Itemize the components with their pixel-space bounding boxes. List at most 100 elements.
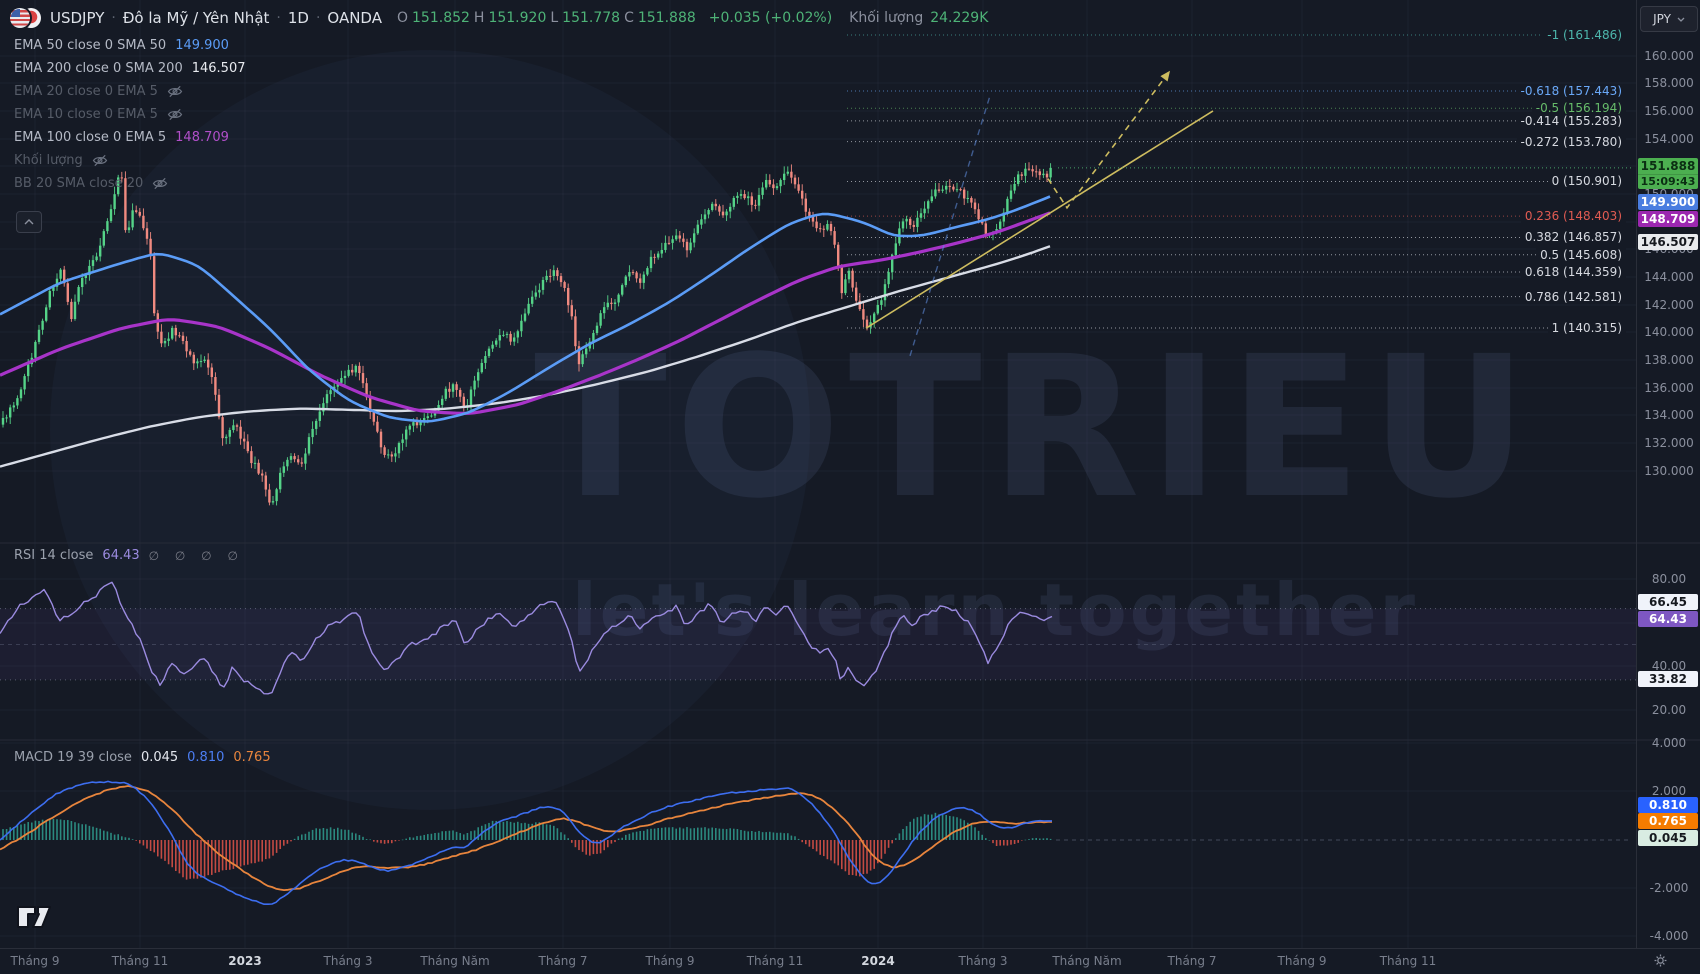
legend-row-value: 149.900 [175,38,229,53]
currency-selector-label: JPY [1653,12,1671,26]
fib-label: 0.786 (142.581) [1520,290,1626,304]
volume-value: 24.229K [930,10,989,26]
time-label: Tháng 9 [10,954,60,968]
price-tick: 140.000 [1644,325,1694,339]
chevron-down-icon [1677,17,1685,22]
ohlc-readout: O 151.852 H 151.920 L 151.778 C 151.888 [397,10,696,26]
macd-legend[interactable]: MACD 19 39 close 0.045 0.810 0.765 [14,750,271,765]
separator-dot: · [276,10,281,26]
currency-pair-icon [10,7,43,29]
currency-selector-button[interactable]: JPY [1640,6,1698,32]
interval-label[interactable]: 1D [287,9,309,27]
rsi-badge: 66.45 [1638,594,1698,610]
time-label: Tháng 9 [1277,954,1327,968]
macd-badge: 0.045 [1638,830,1698,846]
eye-off-icon[interactable] [152,177,168,190]
macd-line-value: 0.810 [187,750,225,765]
usd-flag-icon [10,8,30,28]
price-badge: 151.888 15:09:43 [1638,158,1698,189]
ema100-line [0,211,1051,415]
price-tick: 132.000 [1644,436,1694,450]
indicator-legend: EMA 50 close 0 SMA 50 149.900 EMA 200 clos… [14,34,246,195]
close-label: C [624,10,634,26]
separator-dot: · [315,10,321,26]
macd-tick: 2.000 [1651,784,1687,798]
macd-histogram [2,812,1052,880]
open-value: 151.852 [412,10,470,26]
low-value: 151.778 [562,10,621,26]
legend-row-label: EMA 200 close 0 SMA 200 [14,61,183,76]
high-value: 151.920 [488,10,547,26]
price-tick: 138.000 [1644,353,1694,367]
rsi-legend[interactable]: RSI 14 close 64.43 ∅ ∅ ∅ ∅ [14,548,244,563]
macd-badge: 0.765 [1638,813,1698,829]
open-label: O [396,10,409,26]
macd-signal-line [0,785,1053,891]
rsi-value: 64.43 [102,548,140,563]
price-tick: 144.000 [1644,270,1694,284]
rsi-title: RSI 14 close [14,548,94,563]
price-tick: 142.000 [1644,298,1694,312]
time-label: Tháng Năm [1052,954,1122,968]
watermark-logo-circle [50,50,810,810]
close-value: 151.888 [637,10,696,26]
rsi-tick: 20.00 [1651,703,1687,717]
price-tick: 158.000 [1644,76,1694,90]
symbol-name[interactable]: USDJPY [50,9,105,27]
legend-row-label: EMA 10 close 0 EMA 5 [14,107,158,122]
time-label: 2023 [228,954,262,968]
time-label: Tháng 9 [645,954,695,968]
eye-off-icon[interactable] [167,108,183,121]
time-label: 2024 [861,954,895,968]
separator-dot: · [111,10,116,26]
price-axis[interactable]: 160.000158.000156.000154.000152.000150.0… [1636,0,1700,948]
fib-label: 0.5 (145.608) [1536,248,1626,262]
projection-arrow-drawing[interactable] [1047,70,1171,210]
macd-tick: -4.000 [1649,929,1689,943]
fib-label: 0.618 (144.359) [1520,265,1626,279]
rsi-tick: 80.00 [1651,572,1687,586]
fib-label: -0.5 (156.194) [1531,101,1626,115]
legend-row[interactable]: BB 20 SMA close 20 [14,172,246,195]
legend-row[interactable]: Khối lượng [14,149,246,172]
price-badge: 146.507 [1638,234,1698,250]
legend-row-label: BB 20 SMA close 20 [14,176,144,191]
high-label: H [473,10,485,26]
watermark-subtext: let's learn together [572,568,1418,652]
fib-label: -0.618 (157.443) [1516,84,1626,98]
low-label: L [550,10,559,26]
legend-row[interactable]: EMA 200 close 0 SMA 200 146.507 [14,57,246,80]
time-axis[interactable]: Tháng 9 Tháng 11 2023 Tháng 3 Tháng Năm Tháng… [0,948,1700,974]
fib-label: 0.382 (146.857) [1520,230,1626,244]
legend-row[interactable]: EMA 10 close 0 EMA 5 [14,103,246,126]
macd-signal-value: 0.765 [233,750,271,765]
legend-collapse-button[interactable] [16,211,42,233]
price-tick: 160.000 [1644,49,1694,63]
dashed-trendline-drawing[interactable] [909,95,991,357]
trendline-drawing[interactable] [865,110,1214,329]
eye-off-icon[interactable] [167,85,183,98]
fib-label: -0.414 (155.283) [1516,114,1626,128]
symbol-header: USDJPY · Đô la Mỹ / Yên Nhật · 1D · OAND… [10,7,988,29]
price-tick: 130.000 [1644,464,1694,478]
arrowhead-icon [1160,70,1170,82]
macd-title: MACD 19 39 close [14,750,132,765]
price-change: +0.035 (+0.02%) [708,10,833,26]
legend-row[interactable]: EMA 50 close 0 SMA 50 149.900 [14,34,246,57]
legend-row-value: 146.507 [191,61,246,76]
tradingview-logo[interactable] [16,903,52,935]
fib-label: 0 (150.901) [1547,174,1626,188]
macd-badge: 0.810 [1638,797,1698,813]
legend-row-value: 148.709 [175,130,229,145]
gear-icon[interactable] [1652,952,1669,973]
legend-row-label: EMA 100 close 0 EMA 5 [14,130,167,145]
eye-off-icon[interactable] [92,154,108,167]
legend-row[interactable]: EMA 20 close 0 EMA 5 [14,80,246,103]
ema50-line [0,195,1051,423]
legend-row[interactable]: EMA 100 close 0 EMA 5 148.709 [14,126,246,149]
fib-label: -1 (161.486) [1543,28,1626,42]
time-label: Tháng 3 [958,954,1008,968]
countdown-timer: 15:09:43 [1638,174,1698,189]
